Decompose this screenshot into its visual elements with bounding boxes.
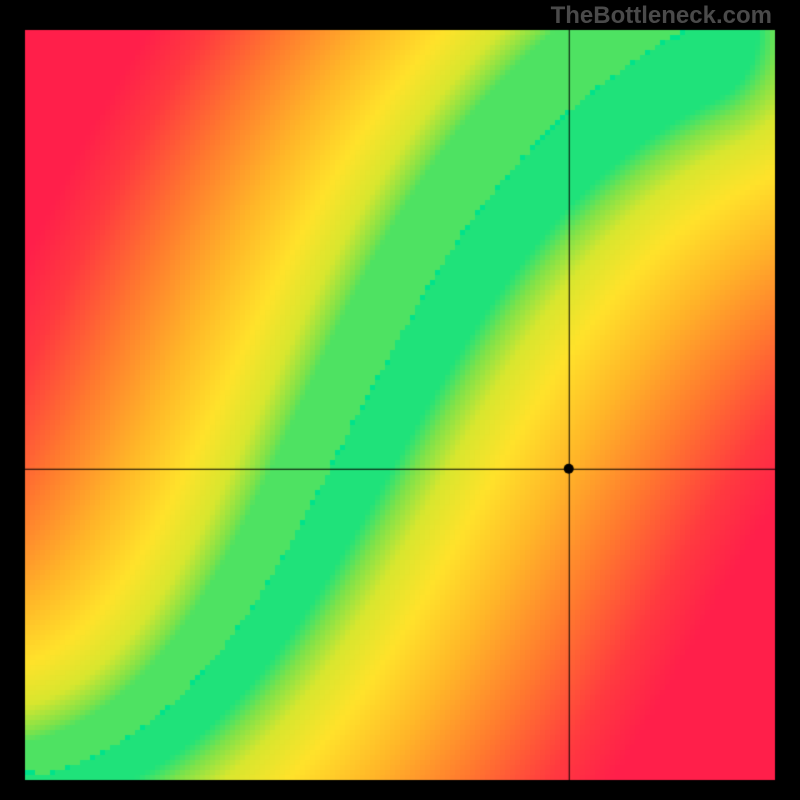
chart-container: TheBottleneck.com	[0, 0, 800, 800]
watermark: TheBottleneck.com	[551, 2, 772, 30]
heatmap-canvas	[0, 0, 800, 800]
watermark-text: TheBottleneck.com	[551, 2, 772, 29]
